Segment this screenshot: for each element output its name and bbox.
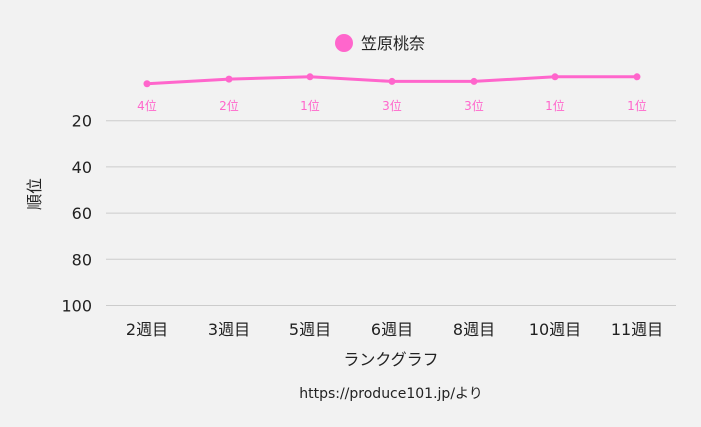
- data-label: 1位: [300, 98, 320, 113]
- y-axis-ticks: 20 40 60 80 100: [61, 112, 92, 316]
- y-axis-title: 順位: [25, 178, 44, 210]
- legend[interactable]: 笠原桃奈: [335, 34, 425, 53]
- y-tick-label: 60: [72, 204, 92, 223]
- y-tick-label: 80: [72, 250, 92, 269]
- x-axis-ticks: 2週目 3週目 5週目 6週目 8週目 10週目 11週目: [126, 320, 663, 339]
- data-point[interactable]: [633, 73, 641, 81]
- data-label: 2位: [219, 98, 239, 113]
- data-point[interactable]: [225, 75, 233, 83]
- data-label: 1位: [545, 98, 565, 113]
- x-tick-label: 11週目: [611, 320, 663, 339]
- x-axis-title: ランクグラフ: [343, 350, 438, 369]
- y-tick-label: 20: [72, 112, 92, 131]
- x-tick-label: 6週目: [371, 320, 413, 339]
- x-tick-label: 3週目: [208, 320, 250, 339]
- y-tick-label: 100: [61, 297, 92, 316]
- legend-label: 笠原桃奈: [361, 34, 425, 53]
- data-point[interactable]: [306, 73, 314, 81]
- data-point[interactable]: [470, 77, 478, 85]
- x-tick-label: 2週目: [126, 320, 168, 339]
- x-tick-label: 8週目: [453, 320, 495, 339]
- legend-swatch: [335, 34, 353, 52]
- x-tick-label: 5週目: [289, 320, 331, 339]
- source-caption: https://produce101.jp/より: [299, 386, 483, 402]
- data-label: 1位: [627, 98, 647, 113]
- data-labels: 4位 2位 1位 3位 3位 1位 1位: [137, 98, 647, 113]
- data-label: 3位: [464, 98, 484, 113]
- data-point[interactable]: [143, 80, 151, 88]
- x-tick-label: 10週目: [529, 320, 581, 339]
- data-label: 4位: [137, 98, 157, 113]
- data-point[interactable]: [551, 73, 559, 81]
- y-tick-label: 40: [72, 158, 92, 177]
- series-plot: [143, 73, 641, 88]
- data-label: 3位: [382, 98, 402, 113]
- data-point[interactable]: [388, 77, 396, 85]
- grid-lines: [106, 120, 676, 306]
